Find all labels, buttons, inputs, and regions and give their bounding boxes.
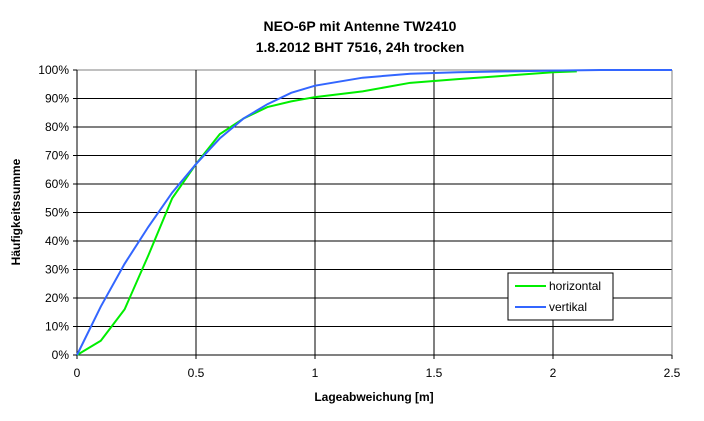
y-tick-label: 40% [45, 234, 69, 248]
legend-box [507, 272, 614, 321]
chart-title-line-2: 1.8.2012 BHT 7516, 24h trocken [256, 39, 465, 55]
y-tick-label: 80% [45, 120, 69, 134]
y-tick-label: 20% [45, 291, 69, 305]
x-tick-label: 1.5 [426, 366, 443, 380]
chart-title-line-1: NEO-6P mit Antenne TW2410 [264, 18, 457, 34]
x-tick-label: 0.5 [188, 366, 205, 380]
y-tick-label: 90% [45, 92, 69, 106]
y-tick-label: 70% [45, 149, 69, 163]
x-tick-label: 2.5 [664, 366, 681, 380]
x-axis-label: Lageabweichung [m] [314, 390, 433, 404]
y-tick-label: 60% [45, 177, 69, 191]
y-tick-label: 10% [45, 320, 69, 334]
y-tick-label: 30% [45, 263, 69, 277]
y-tick-label: 50% [45, 206, 69, 220]
x-tick-label: 0 [74, 366, 81, 380]
y-tick-label: 0% [52, 348, 70, 362]
series-line-vertikal [76, 69, 672, 356]
legend-label-vertikal: vertikal [549, 300, 587, 314]
y-axis-label: Häufigkeitssumme [9, 158, 23, 265]
legend-label-horizontal: horizontal [549, 279, 601, 293]
x-tick-label: 2 [550, 366, 557, 380]
x-tick-label: 1 [312, 366, 319, 380]
y-tick-label: 100% [38, 63, 69, 77]
legend: horizontal vertikal [507, 272, 614, 321]
series-line-horizontal [76, 70, 577, 356]
